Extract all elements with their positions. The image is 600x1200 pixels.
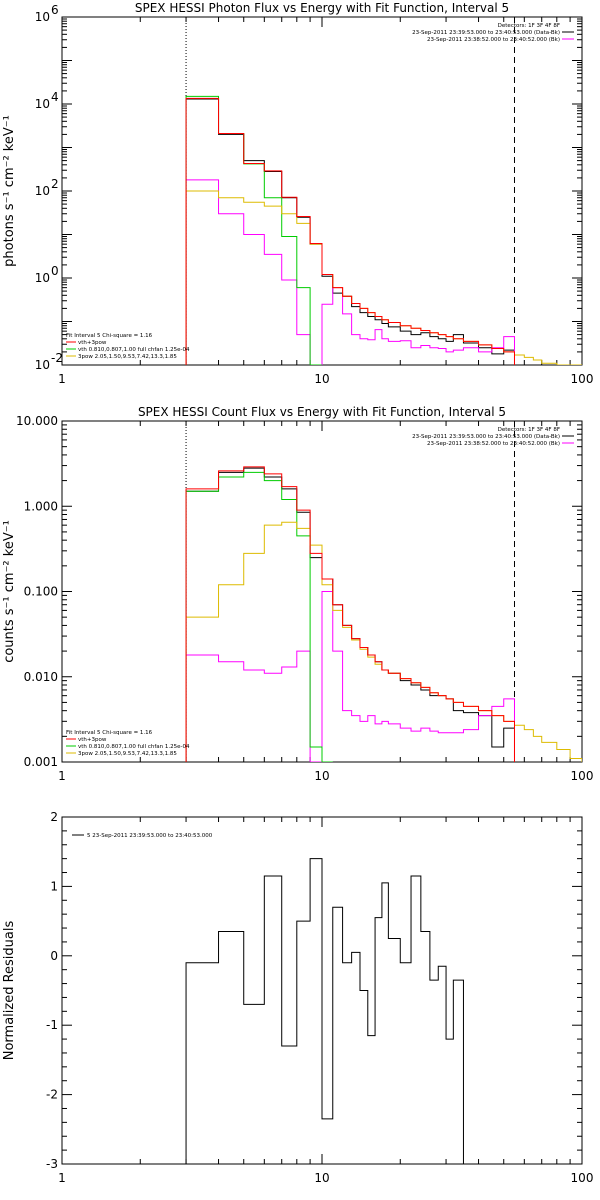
legend-entry: 23-Sep-2011 23:38:52.000 to 23:40:52.000…	[427, 37, 560, 43]
series-3	[185, 521, 582, 762]
x-tick-label: 10	[314, 1171, 329, 1185]
x-tick-label: 1	[58, 372, 66, 386]
series-line	[185, 98, 515, 365]
y-tick-label: 0.001	[24, 755, 58, 769]
legend-entry: 23-Sep-2011 23:39:53.000 to 23:40:53.000…	[412, 30, 560, 36]
y-axis-label: Normalized Residuals	[2, 921, 17, 1061]
series-1	[185, 179, 515, 365]
legend-entry: vth+3pow	[78, 340, 107, 346]
legend-entry: vth+3pow	[78, 737, 107, 743]
y-tick-label: -3	[46, 1157, 58, 1171]
x-tick-label: 1	[58, 769, 66, 783]
series-line	[185, 97, 515, 365]
legend-entry: 5 23-Sep-2011 23:39:53.000 to 23:40:53.0…	[87, 833, 213, 839]
series-1	[185, 591, 515, 762]
legend-entry: vth 0.810,0.807,1.00 full chfan 1.25e-04	[78, 347, 190, 353]
y-tick-label: 10	[35, 358, 50, 372]
y-tick-label: 1.000	[24, 499, 58, 513]
x-tick-label: 100	[571, 1171, 594, 1185]
y-tick-exponent: 6	[51, 3, 59, 17]
legend-entry: 3pow 2.05,1.50,9.53,7.42,13.3,1.85	[78, 354, 177, 360]
legend-entry: 23-Sep-2011 23:38:52.000 to 23:40:52.000…	[427, 441, 560, 447]
series-0	[185, 467, 515, 762]
legend-entry: vth 0.810,0.807,1.00 full chfan 1.25e-04	[78, 744, 190, 750]
series-4	[185, 97, 515, 365]
y-tick-exponent: 4	[51, 90, 59, 104]
x-tick-label: 10	[314, 769, 329, 783]
y-axis-label: counts s⁻¹ cm⁻² keV⁻¹	[2, 520, 17, 663]
series-4	[185, 466, 515, 762]
series-line	[185, 466, 515, 762]
series-line	[185, 858, 464, 1164]
y-tick-exponent: 2	[51, 177, 59, 191]
series-0	[185, 858, 464, 1164]
series-line	[185, 521, 582, 762]
chart-title: SPEX HESSI Photon Flux vs Energy with Fi…	[135, 1, 509, 15]
legend-entry: 23-Sep-2011 23:39:53.000 to 23:40:53.000…	[412, 434, 560, 440]
y-tick-label: 10	[35, 184, 50, 198]
legend-entry: Detectors: 1F 3F 4F 8F	[498, 23, 560, 29]
chart-title: SPEX HESSI Count Flux vs Energy with Fit…	[138, 405, 506, 419]
series-2	[185, 95, 322, 365]
x-tick-label: 10	[314, 372, 329, 386]
y-tick-label: 0.010	[24, 670, 58, 684]
y-tick-label: 2	[50, 810, 58, 824]
y-tick-label: 10	[35, 10, 50, 24]
x-tick-label: 100	[571, 372, 594, 386]
y-tick-label: 10	[35, 271, 50, 285]
y-axis-label: photons s⁻¹ cm⁻² keV⁻¹	[2, 115, 17, 267]
y-tick-label: 0.100	[24, 585, 58, 599]
x-tick-label: 100	[571, 769, 594, 783]
y-tick-label: 10.000	[16, 414, 58, 428]
legend-entry: Detectors: 1F 3F 4F 8F	[498, 427, 560, 433]
series-line	[185, 95, 322, 365]
series-line	[185, 591, 515, 762]
y-tick-exponent: -2	[51, 351, 63, 365]
fit-info: Fit Interval 5 Chi-square = 1.16	[66, 730, 153, 736]
fit-info: Fit Interval 5 Chi-square = 1.16	[66, 333, 153, 339]
series-line	[185, 179, 515, 365]
legend-entry: 3pow 2.05,1.50,9.53,7.42,13.3,1.85	[78, 751, 177, 757]
x-tick-label: 1	[58, 1171, 66, 1185]
y-tick-label: -2	[46, 1088, 58, 1102]
y-tick-label: 1	[50, 879, 58, 893]
y-tick-label: 0	[50, 949, 58, 963]
series-line	[185, 467, 515, 762]
series-0	[185, 98, 515, 365]
y-tick-exponent: 0	[51, 264, 59, 278]
y-tick-label: 10	[35, 97, 50, 111]
y-tick-label: -1	[46, 1018, 58, 1032]
